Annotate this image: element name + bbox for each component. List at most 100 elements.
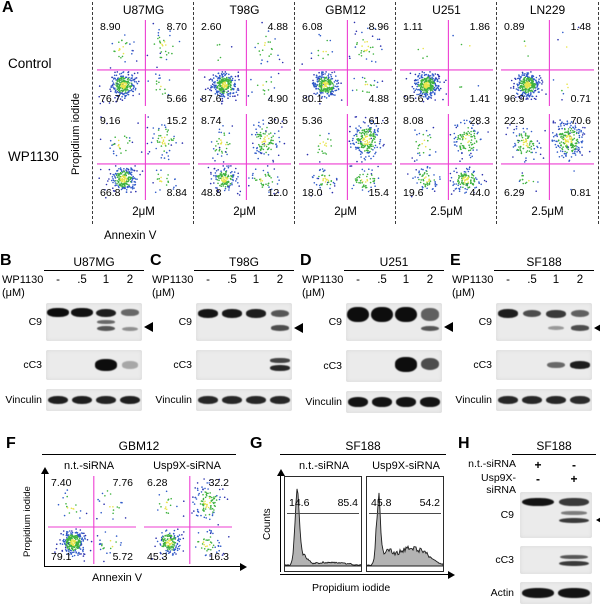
panel-h-label: H bbox=[458, 435, 470, 452]
blot-band bbox=[269, 365, 291, 371]
cleaved-band-arrowhead bbox=[444, 321, 453, 332]
quadrant-value-ll: 95.6 bbox=[403, 92, 424, 105]
dose-lane-labels: - .5 1 2 bbox=[496, 274, 592, 286]
blot-band bbox=[395, 397, 417, 407]
blot-C9 bbox=[496, 303, 592, 341]
blot-band bbox=[95, 395, 117, 405]
blot-band bbox=[270, 325, 290, 331]
blot-band bbox=[71, 395, 93, 405]
percent-right: 54.2 bbox=[419, 497, 440, 509]
quadrant-value-ur: 28.3 bbox=[469, 115, 490, 127]
quadrant-value-ul: 22.3 bbox=[504, 115, 525, 127]
blot-label-C9: C9 bbox=[178, 316, 192, 328]
blot-Vinculin bbox=[346, 391, 442, 413]
flow-plot-control-LN229: 0.89 1.48 96.9 0.71 bbox=[501, 20, 594, 106]
quadrant-value-lr: 44.0 bbox=[469, 186, 490, 199]
cleaved-band-arrowhead bbox=[596, 514, 600, 525]
condition-label: Usp9X-siRNA bbox=[153, 460, 221, 472]
lane-dose: 2 bbox=[576, 274, 584, 286]
blot-band bbox=[347, 397, 369, 407]
blot-band bbox=[221, 395, 243, 405]
panel-b-western: B U87MG WP1130 (μM) - .5 1 2 C9 cC3 Vinculin bbox=[0, 253, 153, 433]
blot-label-Vinculin: Vinculin bbox=[455, 394, 492, 406]
blot-C9 bbox=[46, 303, 142, 341]
condition-sign: - bbox=[572, 458, 576, 472]
blot-label-C9: C9 bbox=[500, 509, 514, 521]
blot-band bbox=[197, 395, 219, 405]
quadrant-value-ll: 87.6 bbox=[201, 92, 222, 105]
panel-a-flow-cytometry: A Control WP1130 Propidium iodide Annexi… bbox=[0, 0, 600, 250]
quadrant-value-lr: 16.3 bbox=[208, 550, 229, 563]
flow-plot-Usp9X-siRNA: 6.28 32.2 45.3 16.3 bbox=[144, 476, 232, 564]
percent-right: 85.4 bbox=[337, 497, 358, 509]
lane-dose: .5 bbox=[77, 274, 87, 286]
cell-line-header: LN229 bbox=[529, 3, 566, 17]
x-axis-arrow bbox=[448, 571, 455, 579]
blot-band bbox=[420, 308, 440, 321]
quadrant-value-ll: 18.0 bbox=[302, 186, 323, 199]
condition-name: n.t.-siRNA bbox=[468, 458, 516, 470]
quadrant-value-ul: 6.08 bbox=[302, 21, 323, 33]
dose-label: 2.5μM bbox=[531, 206, 564, 218]
lane-dose: - bbox=[356, 274, 360, 286]
panel-g-x-axis-label: Propidium iodide bbox=[312, 582, 391, 594]
blot-band bbox=[419, 397, 441, 407]
x-axis-arrow bbox=[240, 563, 247, 571]
lane-dose: 2 bbox=[126, 274, 134, 286]
blot-label-Vinculin: Vinculin bbox=[5, 394, 42, 406]
cleaved-band-arrowhead bbox=[294, 323, 303, 334]
pi-histogram-n.t.-siRNA: 14.6 85.4 bbox=[284, 476, 362, 572]
quadrant-value-lr: 8.84 bbox=[166, 186, 187, 199]
flow-column-LN229: LN229 0.89 1.48 96.9 0.71 22.3 70.6 6.29 0.81 2.5… bbox=[496, 2, 599, 224]
blot-band bbox=[245, 309, 267, 318]
panel-d-label: D bbox=[300, 252, 312, 269]
blot-band bbox=[121, 326, 139, 332]
panel-f-label: F bbox=[6, 435, 16, 452]
gate-line bbox=[287, 513, 359, 515]
quadrant-value-ul: 6.28 bbox=[147, 477, 168, 489]
blot-band bbox=[561, 510, 587, 515]
flow-plot-wp1130-LN229: 22.3 70.6 6.29 0.81 bbox=[501, 114, 594, 200]
drug-label: WP1130 bbox=[452, 274, 494, 286]
quadrant-value-ll: 48.8 bbox=[201, 186, 222, 199]
blot-band bbox=[47, 308, 69, 318]
dose-label: 2μM bbox=[334, 206, 357, 218]
blot-band bbox=[269, 395, 291, 405]
blot-band bbox=[559, 517, 589, 524]
blot-band bbox=[395, 306, 417, 323]
quadrant-value-ur: 8.70 bbox=[166, 21, 187, 33]
x-axis-line bbox=[280, 574, 448, 576]
blot-band bbox=[96, 326, 116, 332]
blot-band bbox=[270, 358, 290, 363]
quadrant-value-ll: 66.8 bbox=[100, 186, 121, 199]
quadrant-value-ur: 32.2 bbox=[208, 477, 229, 489]
western-blot-panels: B U87MG WP1130 (μM) - .5 1 2 C9 cC3 Vinculin C T98G W… bbox=[0, 253, 600, 433]
blot-band bbox=[119, 395, 141, 405]
quadrant-value-lr: 1.41 bbox=[469, 92, 490, 105]
lane-dose: 1 bbox=[102, 274, 110, 286]
blot-label-Actin: Actin bbox=[490, 587, 514, 599]
blot-Vinculin bbox=[196, 389, 292, 411]
cell-line-title: SF188 bbox=[494, 255, 594, 271]
blot-label-C9: C9 bbox=[28, 316, 42, 328]
panel-a-x-axis-label: Annexin V bbox=[104, 230, 157, 242]
quadrant-value-ur: 1.48 bbox=[570, 21, 591, 33]
drug-label: WP1130 bbox=[152, 274, 194, 286]
blot-label-cC3: cC3 bbox=[323, 360, 342, 372]
blot-band bbox=[497, 395, 519, 405]
unit-label: (μM) bbox=[452, 287, 475, 299]
panel-c-label: C bbox=[150, 252, 162, 269]
dose-lane-labels: - .5 1 2 bbox=[46, 274, 142, 286]
flow-scatter bbox=[97, 114, 190, 200]
flow-scatter bbox=[400, 114, 493, 200]
blot-band bbox=[497, 309, 519, 318]
blot-band bbox=[395, 357, 417, 372]
panel-f-cell-line: GBM12 bbox=[42, 439, 236, 455]
quadrant-value-ll: 45.3 bbox=[147, 550, 168, 563]
flow-scatter bbox=[48, 476, 136, 564]
unit-label: (μM) bbox=[302, 287, 325, 299]
blot-band bbox=[122, 361, 138, 369]
quadrant-value-ul: 9.16 bbox=[100, 115, 121, 127]
blot-C9 bbox=[346, 303, 442, 341]
quadrant-value-ul: 7.40 bbox=[51, 477, 72, 489]
